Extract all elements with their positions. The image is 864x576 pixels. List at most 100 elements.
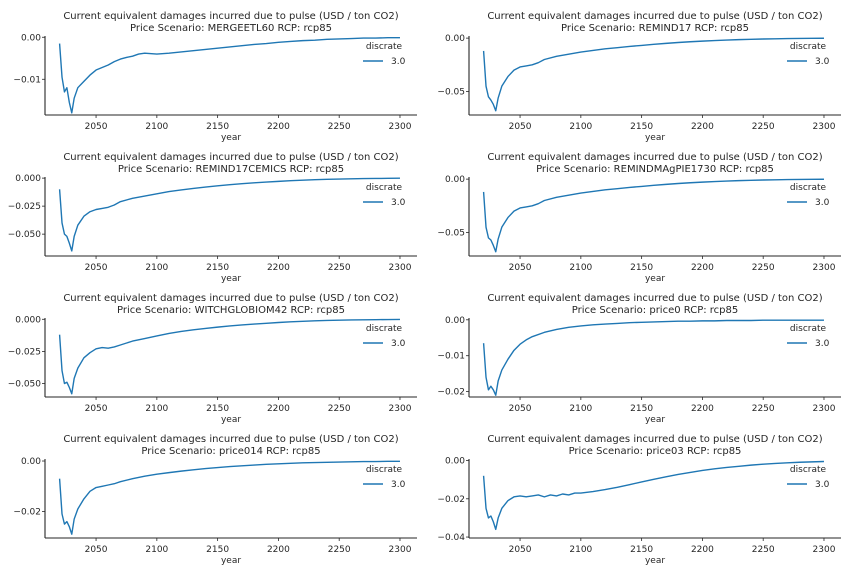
chart-panel-8: Current equivalent damages incurred due … bbox=[437, 434, 841, 566]
chart-panel-1: Current equivalent damages incurred due … bbox=[13, 11, 417, 143]
x-tick-label: 2050 bbox=[85, 545, 108, 555]
series-line-1 bbox=[482, 319, 824, 396]
x-tick-label: 2150 bbox=[630, 545, 653, 555]
series-line-1 bbox=[58, 318, 400, 395]
x-tick-label: 2100 bbox=[145, 404, 168, 414]
x-tick-label: 2300 bbox=[389, 404, 412, 414]
chart-subtitle: Price Scenario: REMINDMAgPIE1730 RCP: rc… bbox=[536, 164, 774, 175]
x-tick-label: 2150 bbox=[630, 263, 653, 273]
y-tick-label: 0.00 bbox=[445, 457, 465, 467]
legend-title: discrate bbox=[790, 42, 827, 52]
series-line-1 bbox=[58, 36, 400, 114]
x-tick-label: 2200 bbox=[267, 404, 290, 414]
legend-title: discrate bbox=[366, 42, 403, 52]
y-tick-label: −0.050 bbox=[8, 230, 42, 240]
chart-subtitle: Price Scenario: price014 RCP: rcp85 bbox=[141, 446, 320, 457]
x-tick-label: 2250 bbox=[328, 122, 351, 132]
legend-title: discrate bbox=[366, 465, 403, 475]
x-tick-label: 2050 bbox=[509, 122, 532, 132]
x-tick-label: 2300 bbox=[813, 404, 836, 414]
x-axis-label: year bbox=[221, 133, 241, 143]
x-tick-label: 2250 bbox=[752, 545, 775, 555]
x-tick-label: 2250 bbox=[752, 404, 775, 414]
series-line-1 bbox=[482, 178, 824, 253]
x-tick-label: 2300 bbox=[389, 545, 412, 555]
y-tick-label: 0.00 bbox=[21, 33, 41, 43]
series-line-1 bbox=[482, 37, 824, 112]
x-tick-label: 2150 bbox=[630, 122, 653, 132]
x-tick-label: 2300 bbox=[813, 545, 836, 555]
x-tick-label: 2200 bbox=[691, 122, 714, 132]
y-tick-label: 0.00 bbox=[21, 457, 41, 467]
legend-title: discrate bbox=[366, 324, 403, 334]
y-tick-label: −0.05 bbox=[437, 88, 465, 98]
y-tick-label: −0.04 bbox=[437, 533, 465, 543]
chart-panel-4: Current equivalent damages incurred due … bbox=[437, 152, 841, 284]
x-tick-label: 2300 bbox=[389, 263, 412, 273]
x-tick-label: 2150 bbox=[206, 122, 229, 132]
x-tick-label: 2250 bbox=[328, 404, 351, 414]
legend-label: 3.0 bbox=[391, 339, 406, 349]
y-tick-label: 0.00 bbox=[445, 316, 465, 326]
x-tick-label: 2200 bbox=[691, 404, 714, 414]
y-tick-label: −0.02 bbox=[437, 388, 465, 398]
x-tick-label: 2150 bbox=[630, 404, 653, 414]
x-axis-label: year bbox=[221, 415, 241, 425]
x-tick-label: 2100 bbox=[569, 545, 592, 555]
y-tick-label: 0.00 bbox=[445, 175, 465, 185]
chart-title: Current equivalent damages incurred due … bbox=[63, 293, 398, 304]
x-tick-label: 2200 bbox=[267, 122, 290, 132]
y-tick-label: −0.025 bbox=[8, 202, 41, 212]
y-tick-label: −0.01 bbox=[13, 75, 41, 85]
x-tick-label: 2100 bbox=[569, 404, 592, 414]
y-tick-label: −0.05 bbox=[437, 229, 465, 239]
y-tick-label: −0.025 bbox=[8, 347, 41, 357]
chart-subtitle: Price Scenario: REMIND17CEMICS RCP: rcp8… bbox=[118, 164, 344, 175]
x-axis-label: year bbox=[645, 133, 665, 143]
x-tick-label: 2100 bbox=[569, 263, 592, 273]
legend-label: 3.0 bbox=[815, 480, 830, 490]
legend-title: discrate bbox=[790, 183, 827, 193]
chart-title: Current equivalent damages incurred due … bbox=[63, 152, 398, 163]
y-tick-label: −0.01 bbox=[437, 352, 465, 362]
chart-title: Current equivalent damages incurred due … bbox=[487, 11, 822, 22]
legend-label: 3.0 bbox=[815, 57, 830, 67]
x-tick-label: 2300 bbox=[389, 122, 412, 132]
chart-title: Current equivalent damages incurred due … bbox=[487, 293, 822, 304]
x-tick-label: 2300 bbox=[813, 263, 836, 273]
x-tick-label: 2150 bbox=[206, 263, 229, 273]
chart-panel-6: Current equivalent damages incurred due … bbox=[437, 293, 841, 425]
chart-panel-3: Current equivalent damages incurred due … bbox=[8, 152, 417, 284]
legend-label: 3.0 bbox=[391, 480, 406, 490]
x-tick-label: 2150 bbox=[206, 545, 229, 555]
series-line-1 bbox=[58, 460, 400, 535]
x-axis-label: year bbox=[221, 556, 241, 566]
x-tick-label: 2200 bbox=[691, 545, 714, 555]
x-tick-label: 2050 bbox=[85, 263, 108, 273]
x-tick-label: 2050 bbox=[509, 545, 532, 555]
x-tick-label: 2250 bbox=[752, 263, 775, 273]
y-tick-label: 0.000 bbox=[15, 315, 41, 325]
chart-title: Current equivalent damages incurred due … bbox=[487, 152, 822, 163]
y-tick-label: −0.02 bbox=[437, 495, 465, 505]
chart-panel-5: Current equivalent damages incurred due … bbox=[8, 293, 417, 425]
x-tick-label: 2050 bbox=[509, 404, 532, 414]
x-tick-label: 2150 bbox=[206, 404, 229, 414]
chart-title: Current equivalent damages incurred due … bbox=[63, 434, 398, 445]
x-tick-label: 2200 bbox=[267, 545, 290, 555]
x-tick-label: 2200 bbox=[691, 263, 714, 273]
y-tick-label: 0.000 bbox=[15, 174, 41, 184]
x-axis-label: year bbox=[645, 556, 665, 566]
x-tick-label: 2100 bbox=[569, 122, 592, 132]
legend-label: 3.0 bbox=[391, 198, 406, 208]
y-tick-label: −0.050 bbox=[8, 380, 42, 390]
chart-subtitle: Price Scenario: MERGEETL60 RCP: rcp85 bbox=[130, 23, 332, 34]
chart-subtitle: Price Scenario: WITCHGLOBIOM42 RCP: rcp8… bbox=[117, 305, 345, 316]
x-tick-label: 2200 bbox=[267, 263, 290, 273]
legend-title: discrate bbox=[366, 183, 403, 193]
chart-subtitle: Price Scenario: price03 RCP: rcp85 bbox=[569, 446, 742, 457]
x-axis-label: year bbox=[221, 274, 241, 284]
y-tick-label: −0.02 bbox=[13, 507, 41, 517]
chart-title: Current equivalent damages incurred due … bbox=[63, 11, 398, 22]
